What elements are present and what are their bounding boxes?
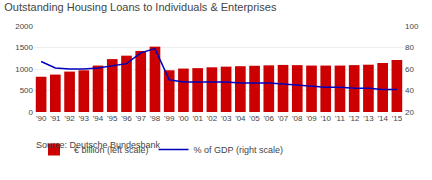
svg-text:'95: '95 (107, 114, 118, 123)
svg-text:'14: '14 (377, 114, 388, 123)
svg-text:'94: '94 (93, 114, 104, 123)
svg-text:1500: 1500 (15, 43, 33, 52)
svg-text:'98: '98 (150, 114, 161, 123)
svg-text:'91: '91 (50, 114, 61, 123)
svg-text:2000: 2000 (15, 22, 33, 31)
svg-text:'13: '13 (363, 114, 374, 123)
svg-text:'06: '06 (264, 114, 275, 123)
svg-text:0: 0 (29, 108, 34, 117)
svg-text:'97: '97 (136, 114, 147, 123)
svg-text:'96: '96 (121, 114, 132, 123)
svg-text:€ billion (left scale): € billion (left scale) (74, 145, 149, 155)
svg-text:40: 40 (405, 86, 414, 95)
svg-text:'03: '03 (221, 114, 232, 123)
svg-text:'15: '15 (392, 114, 403, 123)
svg-text:% of GDP (right scale): % of GDP (right scale) (194, 145, 283, 155)
svg-text:1000: 1000 (15, 65, 33, 74)
svg-text:'01: '01 (192, 114, 203, 123)
svg-text:'04: '04 (235, 114, 246, 123)
svg-text:'05: '05 (249, 114, 260, 123)
svg-text:'09: '09 (306, 114, 317, 123)
svg-text:'90: '90 (36, 114, 47, 123)
svg-text:100: 100 (405, 22, 419, 31)
svg-text:'93: '93 (79, 114, 90, 123)
svg-text:'92: '92 (64, 114, 75, 123)
svg-text:20: 20 (405, 108, 414, 117)
svg-text:Source: Deutsche Bundesbank: Source: Deutsche Bundesbank (36, 140, 161, 150)
svg-text:'02: '02 (207, 114, 218, 123)
svg-text:80: 80 (405, 43, 414, 52)
svg-text:Outstanding Housing Loans to I: Outstanding Housing Loans to Individuals… (4, 1, 277, 13)
svg-text:'08: '08 (292, 114, 303, 123)
svg-text:'12: '12 (349, 114, 360, 123)
svg-text:'07: '07 (278, 114, 289, 123)
svg-text:60: 60 (405, 65, 414, 74)
svg-text:500: 500 (20, 86, 34, 95)
svg-text:'00: '00 (178, 114, 189, 123)
svg-text:'99: '99 (164, 114, 175, 123)
svg-text:'11: '11 (335, 114, 345, 123)
svg-text:'10: '10 (321, 114, 332, 123)
